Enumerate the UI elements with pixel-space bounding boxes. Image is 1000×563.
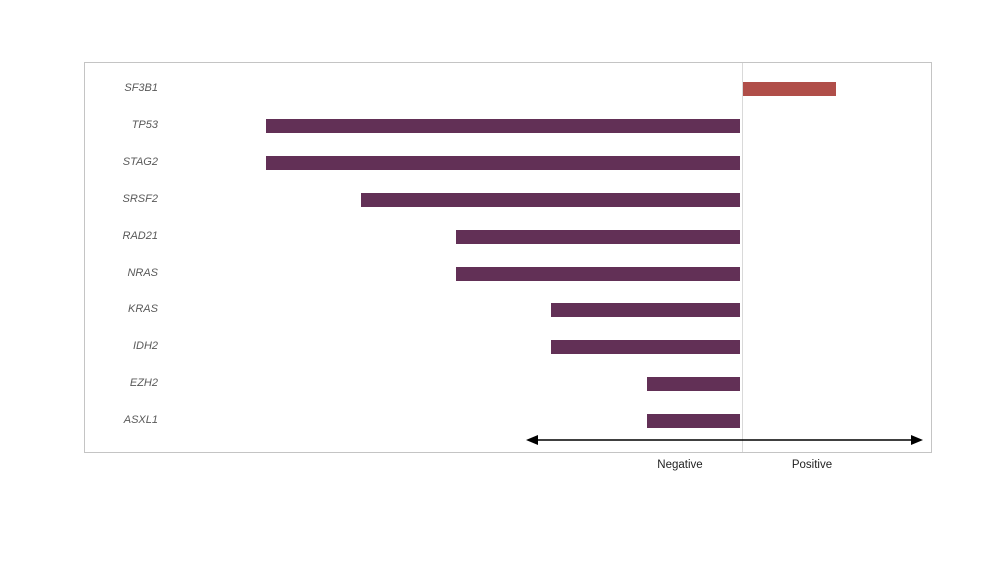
bar-kras — [551, 303, 740, 317]
plot-area — [84, 62, 932, 453]
category-label-srsf2: SRSF2 — [122, 193, 158, 205]
zero-baseline — [742, 63, 743, 452]
category-label-ezh2: EZH2 — [129, 377, 158, 389]
category-label-asxl1: ASXL1 — [123, 414, 158, 426]
category-label-nras: NRAS — [127, 267, 158, 279]
negative-axis-label: Negative — [657, 459, 703, 471]
bar-nras — [456, 267, 740, 281]
category-label-rad21: RAD21 — [122, 230, 158, 242]
category-label-sf3b1: SF3B1 — [124, 82, 158, 94]
bar-srsf2 — [361, 193, 740, 207]
positive-axis-label: Positive — [791, 459, 833, 471]
bar-asxl1 — [647, 414, 740, 428]
category-label-tp53: TP53 — [131, 119, 158, 131]
bar-ezh2 — [647, 377, 740, 391]
bar-idh2 — [551, 340, 740, 354]
bar-tp53 — [266, 119, 740, 133]
category-label-idh2: IDH2 — [132, 340, 158, 352]
bar-rad21 — [456, 230, 740, 244]
bar-sf3b1 — [743, 82, 836, 96]
bar-stag2 — [266, 156, 740, 170]
category-label-stag2: STAG2 — [122, 156, 158, 168]
category-label-kras: KRAS — [128, 303, 158, 315]
